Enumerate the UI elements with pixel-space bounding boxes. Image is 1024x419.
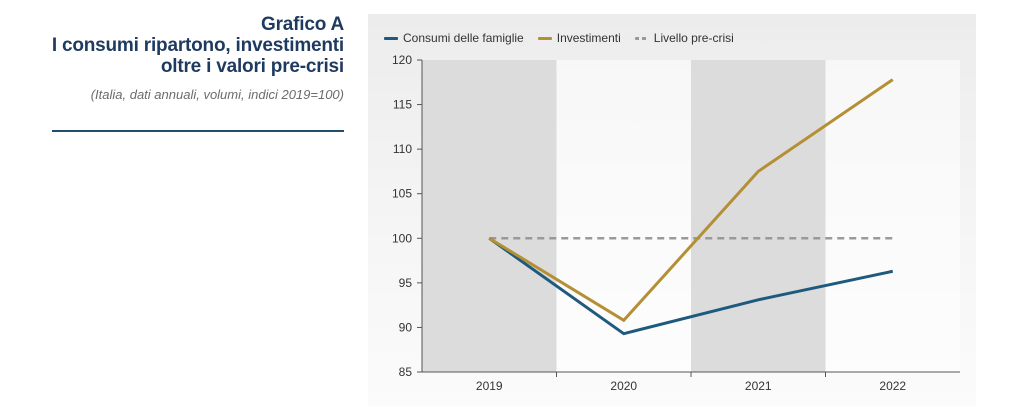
legend-label-investimenti: Investimenti (556, 31, 621, 45)
x-tick-label: 2022 (879, 379, 906, 393)
x-tick-label: 2019 (476, 379, 503, 393)
x-tick-label: 2021 (745, 379, 772, 393)
legend-item-livello: Livello pre-crisi (634, 31, 734, 45)
title-divider (52, 130, 344, 132)
figure-label: Grafico A (260, 14, 344, 35)
clear-band-2022 (825, 60, 960, 372)
chart-title-line-1: I consumi ripartono, investimenti (51, 35, 344, 56)
y-tick-label: 95 (399, 276, 413, 290)
x-tick-label: 2020 (610, 379, 637, 393)
y-tick-label: 110 (393, 142, 412, 156)
series-lines (488, 78, 894, 336)
series-line-consumi-delle-famiglie (488, 237, 894, 336)
legend: Consumi delle famiglie Investimenti Live… (384, 30, 734, 46)
y-tick-label: 90 (399, 320, 413, 334)
shaded-band-2019 (422, 60, 557, 372)
y-tick-label: 85 (399, 365, 413, 379)
legend-swatch-livello (634, 36, 649, 40)
chart-title-line-2: oltre i valori pre-crisi (160, 56, 344, 77)
legend-item-investimenti: Investimenti (537, 31, 621, 45)
axes: 85 90 95 100 105 110 115 120 2019 2020 2021 2022 (392, 53, 960, 393)
chart-subtitle: (Italia, dati annuali, volumi, indici 20… (90, 87, 344, 102)
legend-item-consumi: Consumi delle famiglie (384, 31, 524, 45)
y-tick-label: 105 (392, 187, 412, 201)
legend-swatch-consumi (384, 36, 398, 40)
series-line-investimenti (488, 78, 894, 323)
y-tick-label: 120 (392, 53, 412, 67)
clear-band-2020 (556, 60, 691, 372)
legend-swatch-investimenti (537, 36, 552, 40)
legend-label-consumi: Consumi delle famiglie (403, 31, 524, 45)
chart-heading: Grafico A I consumi ripartono, investime… (40, 14, 344, 102)
shaded-band-2021 (691, 60, 826, 372)
shaded-bands (422, 60, 960, 372)
y-tick-label: 115 (393, 98, 412, 112)
y-tick-label: 100 (392, 231, 412, 245)
legend-label-livello: Livello pre-crisi (653, 31, 734, 45)
